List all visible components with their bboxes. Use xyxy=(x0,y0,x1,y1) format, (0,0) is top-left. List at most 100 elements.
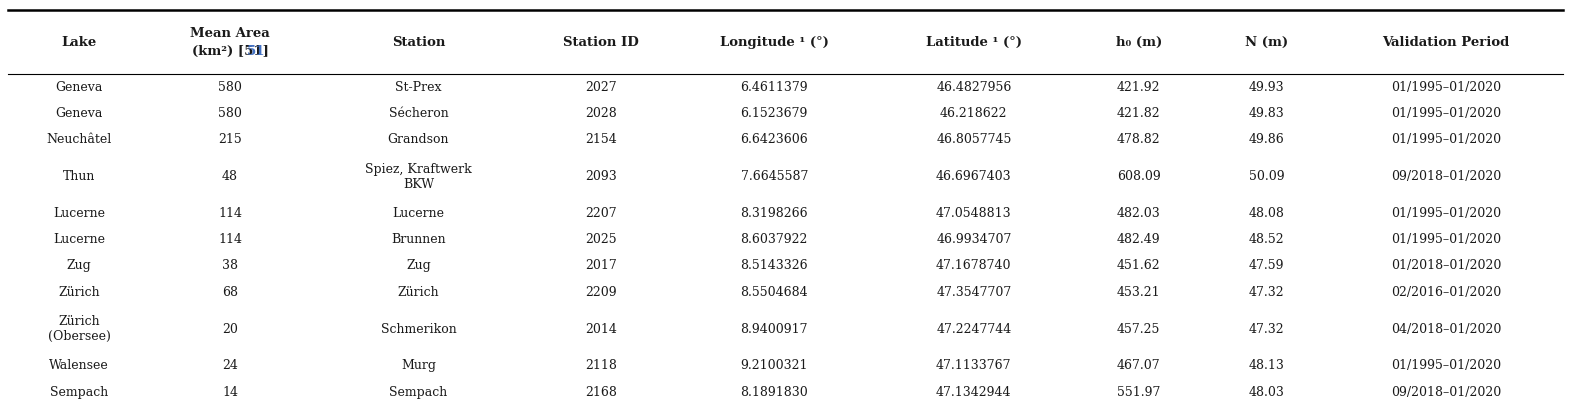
Text: 114: 114 xyxy=(218,233,242,246)
Text: Lucerne: Lucerne xyxy=(393,207,445,220)
Text: 580: 580 xyxy=(218,81,242,94)
Text: 24: 24 xyxy=(222,359,237,372)
Text: Zürich
(Obersee): Zürich (Obersee) xyxy=(47,315,110,343)
Text: 2207: 2207 xyxy=(584,207,616,220)
Text: 2168: 2168 xyxy=(584,386,616,399)
Text: Spiez, Kraftwerk
BKW: Spiez, Kraftwerk BKW xyxy=(364,162,471,191)
Text: Geneva: Geneva xyxy=(55,107,102,120)
Text: 20: 20 xyxy=(222,323,237,335)
Text: 7.6645587: 7.6645587 xyxy=(740,170,807,183)
Text: 47.32: 47.32 xyxy=(1249,323,1284,335)
Text: 46.4827956: 46.4827956 xyxy=(936,81,1012,94)
Text: 2093: 2093 xyxy=(584,170,616,183)
Text: St-Prex: St-Prex xyxy=(396,81,441,94)
Text: Neuchâtel: Neuchâtel xyxy=(47,133,112,146)
Text: 6.4611379: 6.4611379 xyxy=(740,81,807,94)
Text: 04/2018–01/2020: 04/2018–01/2020 xyxy=(1390,323,1502,335)
Text: Walensee: Walensee xyxy=(49,359,108,372)
Text: Zürich: Zürich xyxy=(397,286,440,299)
Text: 47.1133767: 47.1133767 xyxy=(936,359,1012,372)
Text: 421.82: 421.82 xyxy=(1117,107,1161,120)
Text: 09/2018–01/2020: 09/2018–01/2020 xyxy=(1390,386,1502,399)
Text: 2028: 2028 xyxy=(584,107,616,120)
Text: 8.5143326: 8.5143326 xyxy=(740,259,807,272)
Text: 51: 51 xyxy=(247,45,265,58)
Text: 2025: 2025 xyxy=(584,233,616,246)
Text: 215: 215 xyxy=(218,133,242,146)
Text: 2027: 2027 xyxy=(584,81,616,94)
Text: 482.03: 482.03 xyxy=(1117,207,1161,220)
Text: 46.218622: 46.218622 xyxy=(939,107,1007,120)
Text: 48.13: 48.13 xyxy=(1249,359,1284,372)
Text: 421.92: 421.92 xyxy=(1117,81,1161,94)
Text: Mean Area: Mean Area xyxy=(190,27,270,39)
Text: 48.52: 48.52 xyxy=(1249,233,1284,246)
Text: 451.62: 451.62 xyxy=(1117,259,1161,272)
Text: Sécheron: Sécheron xyxy=(388,107,448,120)
Text: 47.2247744: 47.2247744 xyxy=(936,323,1012,335)
Text: 2209: 2209 xyxy=(584,286,616,299)
Text: 46.6967403: 46.6967403 xyxy=(936,170,1012,183)
Text: 551.97: 551.97 xyxy=(1117,386,1161,399)
Text: 47.1678740: 47.1678740 xyxy=(936,259,1012,272)
Text: 47.1342944: 47.1342944 xyxy=(936,386,1012,399)
Text: 02/2016–01/2020: 02/2016–01/2020 xyxy=(1390,286,1502,299)
Text: Grandson: Grandson xyxy=(388,133,449,146)
Text: Murg: Murg xyxy=(401,359,435,372)
Text: Geneva: Geneva xyxy=(55,81,102,94)
Text: 47.59: 47.59 xyxy=(1249,259,1284,272)
Text: 2154: 2154 xyxy=(584,133,616,146)
Text: 47.32: 47.32 xyxy=(1249,286,1284,299)
Text: 114: 114 xyxy=(218,207,242,220)
Text: Zürich: Zürich xyxy=(58,286,101,299)
Text: Schmerikon: Schmerikon xyxy=(380,323,456,335)
Text: 49.86: 49.86 xyxy=(1249,133,1284,146)
Text: 50.09: 50.09 xyxy=(1249,170,1284,183)
Text: 01/1995–01/2020: 01/1995–01/2020 xyxy=(1390,207,1500,220)
Text: 6.6423606: 6.6423606 xyxy=(740,133,807,146)
Text: 48.08: 48.08 xyxy=(1249,207,1284,220)
Text: 46.8057745: 46.8057745 xyxy=(936,133,1012,146)
Text: 49.83: 49.83 xyxy=(1249,107,1284,120)
Text: h₀ (m): h₀ (m) xyxy=(1115,36,1163,48)
Text: 01/1995–01/2020: 01/1995–01/2020 xyxy=(1390,133,1500,146)
Text: Latitude ¹ (°): Latitude ¹ (°) xyxy=(925,36,1021,48)
Text: 580: 580 xyxy=(218,107,242,120)
Text: Lucerne: Lucerne xyxy=(53,233,105,246)
Text: Lucerne: Lucerne xyxy=(53,207,105,220)
Text: 01/2018–01/2020: 01/2018–01/2020 xyxy=(1390,259,1502,272)
Text: 9.2100321: 9.2100321 xyxy=(740,359,807,372)
Text: 01/1995–01/2020: 01/1995–01/2020 xyxy=(1390,81,1500,94)
Text: Station ID: Station ID xyxy=(562,36,638,48)
Text: 48: 48 xyxy=(222,170,239,183)
Text: Zug: Zug xyxy=(66,259,91,272)
Text: 2014: 2014 xyxy=(584,323,616,335)
Text: 46.9934707: 46.9934707 xyxy=(936,233,1012,246)
Text: 453.21: 453.21 xyxy=(1117,286,1161,299)
Text: 8.6037922: 8.6037922 xyxy=(740,233,807,246)
Text: Brunnen: Brunnen xyxy=(391,233,446,246)
Text: 38: 38 xyxy=(222,259,239,272)
Text: 48.03: 48.03 xyxy=(1249,386,1284,399)
Text: (km²) [51]: (km²) [51] xyxy=(192,45,269,58)
Text: 478.82: 478.82 xyxy=(1117,133,1161,146)
Text: 8.3198266: 8.3198266 xyxy=(740,207,807,220)
Text: 01/1995–01/2020: 01/1995–01/2020 xyxy=(1390,359,1500,372)
Text: 6.1523679: 6.1523679 xyxy=(740,107,807,120)
Text: 8.1891830: 8.1891830 xyxy=(740,386,807,399)
Text: 47.3547707: 47.3547707 xyxy=(936,286,1012,299)
Text: 09/2018–01/2020: 09/2018–01/2020 xyxy=(1390,170,1502,183)
Text: 01/1995–01/2020: 01/1995–01/2020 xyxy=(1390,233,1500,246)
Text: N (m): N (m) xyxy=(1244,36,1288,48)
Text: Sempach: Sempach xyxy=(390,386,448,399)
Text: 8.5504684: 8.5504684 xyxy=(740,286,807,299)
Text: 49.93: 49.93 xyxy=(1249,81,1284,94)
Text: 14: 14 xyxy=(222,386,239,399)
Text: Sempach: Sempach xyxy=(50,386,108,399)
Text: Station: Station xyxy=(391,36,445,48)
Text: 68: 68 xyxy=(222,286,239,299)
Text: Longitude ¹ (°): Longitude ¹ (°) xyxy=(720,36,828,48)
Text: 47.0548813: 47.0548813 xyxy=(936,207,1012,220)
Text: 01/1995–01/2020: 01/1995–01/2020 xyxy=(1390,107,1500,120)
Text: 8.9400917: 8.9400917 xyxy=(740,323,807,335)
